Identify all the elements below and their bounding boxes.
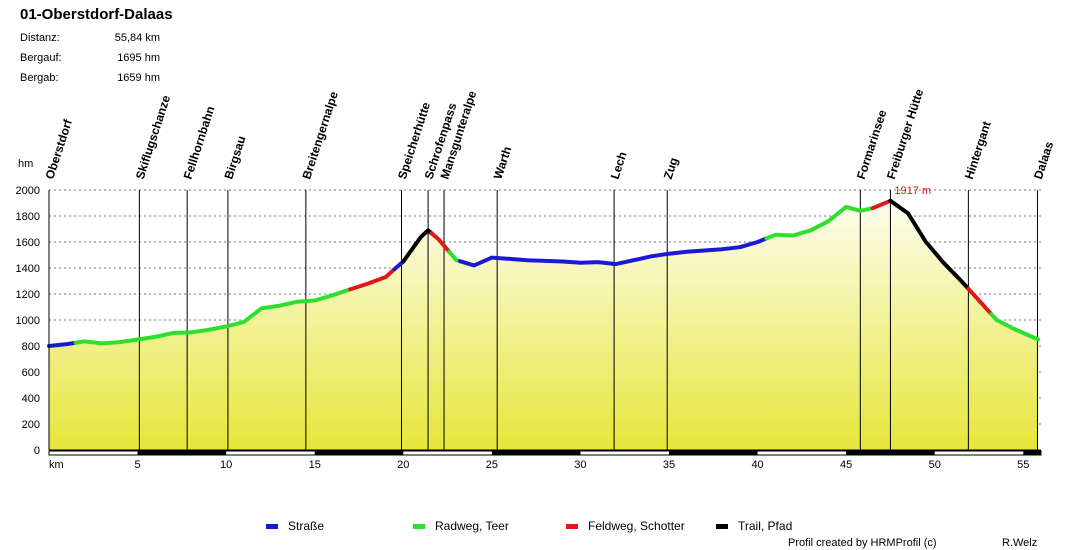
waypoint-label: Freiburger Hütte — [884, 87, 926, 181]
legend-item-radweg: Radweg, Teer — [413, 519, 509, 533]
x-tick-label: 35 — [663, 459, 675, 471]
profile-segment — [348, 267, 397, 292]
y-tick-label: 1600 — [16, 237, 40, 249]
waypoint-label: Birgsau — [221, 134, 248, 181]
y-tick-label: 1400 — [16, 263, 40, 275]
max-elevation-annotation: 1917 m — [894, 185, 931, 197]
legend-item-strasse: Straße — [266, 519, 324, 533]
legend-label: Straße — [288, 519, 325, 533]
x-scale-block — [669, 451, 758, 455]
y-tick-label: 200 — [22, 419, 40, 431]
legend-swatch — [266, 523, 278, 529]
stat-distance-label: Distanz: — [20, 32, 60, 44]
legend-item-feldweg: Feldweg, Schotter — [566, 519, 685, 533]
x-scale-block — [137, 451, 227, 455]
author-name: R.Welz — [1002, 537, 1038, 549]
y-tick-label: 800 — [22, 341, 40, 353]
waypoint-label: Oberstdorf — [43, 117, 76, 181]
y-tick-label: 600 — [22, 367, 40, 379]
x-scale-block — [314, 451, 404, 455]
legend-label: Radweg, Teer — [435, 519, 509, 533]
elevation-chart: Oberstdorf Skiflugschanze Fellhornbahn Birg… — [16, 87, 1057, 471]
x-tick-label: 20 — [397, 459, 409, 471]
waypoint-label: Fellhornbahn — [181, 104, 218, 181]
x-tick-label: 25 — [486, 459, 498, 471]
x-tick-label: 5 — [135, 459, 141, 471]
profile-segment — [458, 236, 769, 268]
profile-segment — [966, 286, 994, 317]
x-tick-label: 30 — [574, 459, 586, 471]
axes: 0 200 400 600 800 1000 1200 1400 1600 1800 2000 hm 5… — [16, 158, 1042, 471]
x-tick-label: 50 — [929, 459, 941, 471]
profile-line — [47, 198, 1041, 348]
profile-segment — [870, 198, 893, 211]
x-tick-label: 10 — [220, 459, 232, 471]
stat-distance-value: 55,84 km — [114, 32, 160, 44]
x-tick-label: 15 — [309, 459, 321, 471]
stat-descent-value: 1659 hm — [117, 72, 160, 84]
waypoint-label: Hintergant — [962, 120, 994, 181]
y-tick-label: 1800 — [16, 211, 40, 223]
stat-ascent-value: 1695 hm — [117, 52, 160, 64]
y-tick-label: 2000 — [16, 185, 40, 197]
profile-segment — [73, 287, 353, 346]
profile-credit: Profil created by HRMProfil (c) — [788, 537, 937, 549]
x-scale-block — [1023, 451, 1041, 455]
stat-descent-label: Bergab: — [20, 72, 59, 84]
x-scale-block — [491, 451, 581, 455]
x-tick-label: 55 — [1017, 459, 1029, 471]
legend-swatch — [413, 523, 425, 529]
x-scale-block — [846, 451, 935, 455]
waypoint-label: Lech — [608, 150, 630, 181]
waypoint-label: Breitengernalpe — [299, 89, 341, 181]
profile-segment — [888, 198, 971, 291]
profile-segment — [989, 312, 1041, 342]
y-axis-label: hm — [18, 158, 33, 170]
waypoint-label: Dalaas — [1031, 139, 1056, 180]
stat-ascent-label: Bergauf: — [20, 52, 62, 64]
legend-label: Trail, Pfad — [738, 519, 793, 533]
profile-segment — [401, 228, 434, 264]
waypoint-label: Formarinsee — [854, 108, 890, 181]
elevation-area — [49, 200, 1039, 450]
legend-item-trail: Trail, Pfad — [716, 519, 792, 533]
y-tick-label: 1000 — [16, 315, 40, 327]
legend-swatch — [566, 523, 578, 529]
x-axis-label: km — [49, 459, 64, 471]
x-tick-label: 45 — [840, 459, 852, 471]
legend-swatch — [716, 523, 728, 529]
waypoint-label: Skiflugschanze — [133, 93, 173, 181]
y-tick-label: 0 — [34, 445, 40, 457]
y-tick-label: 400 — [22, 393, 40, 405]
x-tick-label: 40 — [751, 459, 763, 471]
profile-segment — [47, 340, 78, 348]
legend-label: Feldweg, Schotter — [588, 519, 685, 533]
waypoint-label: Warth — [491, 145, 515, 181]
y-tick-label: 1200 — [16, 289, 40, 301]
waypoint-label: Zug — [661, 156, 681, 181]
chart-title: 01-Oberstdorf-Dalaas — [20, 6, 173, 23]
profile-segment — [764, 204, 875, 241]
profile-segment — [429, 231, 452, 254]
